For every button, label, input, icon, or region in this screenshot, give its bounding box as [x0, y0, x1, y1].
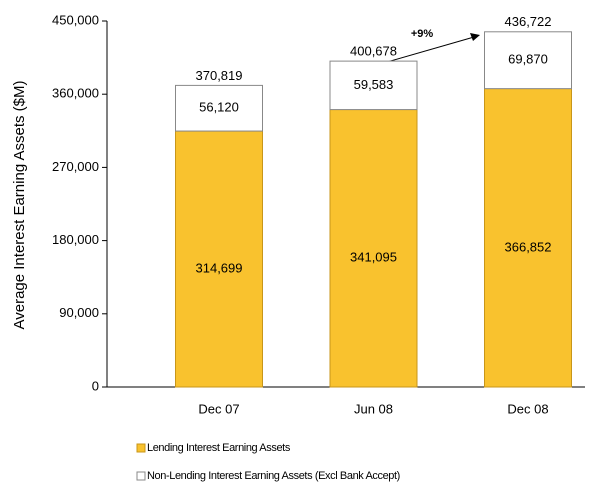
- bar-segment: [484, 31, 572, 90]
- legend-swatch: [136, 471, 146, 481]
- arrow-head: [470, 33, 480, 41]
- bar-segment: [329, 60, 418, 111]
- value-label: 69,870: [508, 52, 548, 67]
- x-tick-label: Jun 08: [354, 401, 393, 416]
- arrow: [379, 36, 475, 65]
- total-label: 436,722: [505, 14, 552, 29]
- y-tick-label: 450,000: [52, 12, 99, 27]
- x-tick-label: Dec 07: [198, 401, 239, 416]
- y-axis-title: Average Interest Earning Assets ($M): [11, 80, 28, 329]
- bar-segment: [175, 84, 263, 132]
- annotation: +9%: [411, 28, 434, 40]
- x-tick-label: Dec 08: [507, 401, 548, 416]
- y-tick-label: 0: [92, 378, 99, 393]
- value-label: 366,852: [505, 239, 552, 254]
- value-label: 59,583: [354, 77, 394, 92]
- bar-segment: [329, 109, 418, 388]
- legend-label: Lending Interest Earning Assets: [147, 442, 291, 454]
- legend-label: Non-Lending Interest Earning Assets (Exc…: [147, 470, 400, 482]
- value-label: 56,120: [199, 100, 239, 115]
- y-tick-label: 180,000: [52, 232, 99, 247]
- y-tick-label: 90,000: [59, 305, 99, 320]
- total-label: 400,678: [350, 44, 397, 59]
- value-label: 341,095: [350, 250, 397, 265]
- bar-segment: [484, 88, 572, 388]
- total-label: 370,819: [196, 68, 243, 83]
- y-tick-label: 360,000: [52, 86, 99, 101]
- legend-swatch: [136, 443, 146, 453]
- value-label: 314,699: [196, 260, 243, 275]
- y-tick-label: 270,000: [52, 159, 99, 174]
- bar-segment: [175, 130, 263, 388]
